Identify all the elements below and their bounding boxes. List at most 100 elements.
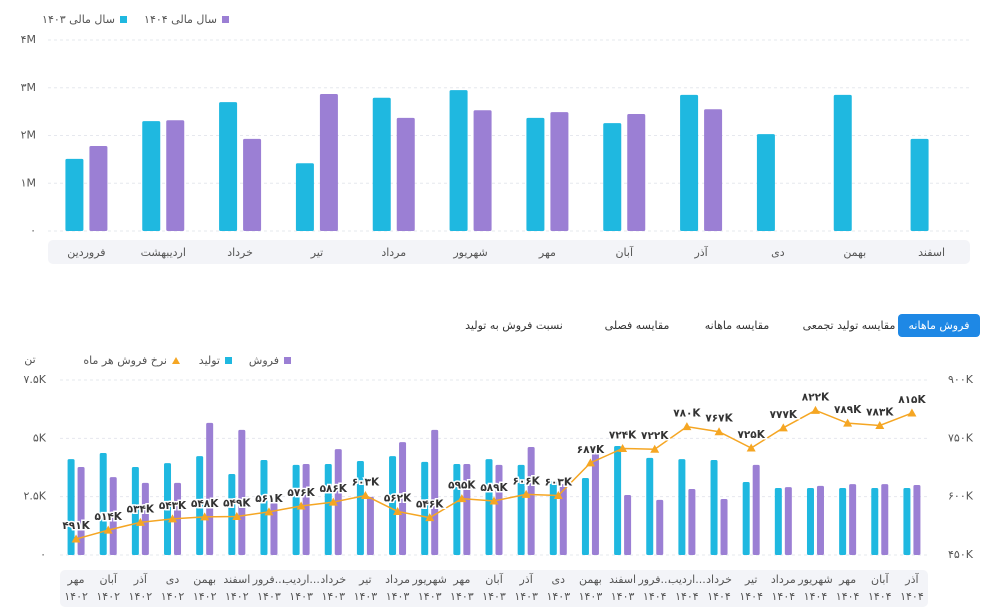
bar	[473, 110, 492, 231]
data-label: ۵۷۶K	[287, 487, 315, 499]
bar	[166, 120, 185, 231]
bar	[710, 460, 718, 555]
x-tick-label: آذر	[519, 572, 534, 586]
x-tick-label: ۱۴۰۲	[161, 590, 185, 603]
tab-background	[898, 314, 980, 337]
bar	[431, 429, 439, 555]
x-tick-label: بهمن	[843, 246, 866, 259]
marker	[746, 443, 756, 452]
x-tick-label: ۱۴۰۳	[257, 590, 281, 603]
bar	[756, 134, 775, 231]
x-tick-label: بهمن	[579, 573, 602, 586]
y-tick-label: ۴M	[21, 33, 36, 46]
marker	[328, 497, 338, 506]
marker	[200, 512, 210, 521]
x-tick-label: ۱۴۰۴	[836, 590, 860, 603]
bar	[77, 467, 85, 555]
bar	[688, 488, 696, 555]
bar	[624, 495, 632, 555]
x-tick-label: ۱۴۰۲	[64, 590, 88, 603]
bar	[871, 488, 879, 555]
bar	[164, 463, 172, 555]
x-tick-label: آبان	[615, 245, 633, 259]
bar	[109, 477, 117, 555]
marker	[714, 427, 724, 436]
bar	[517, 464, 525, 555]
x-tick-label: فرور...	[638, 573, 671, 586]
x-tick-label: خرداد	[227, 246, 253, 259]
bar	[680, 94, 699, 231]
x-tick-label: ۱۴۰۴	[707, 590, 731, 603]
x-tick-label: آذر	[904, 572, 919, 586]
x-tick-label: مرداد	[385, 573, 410, 586]
data-label: ۷۶۷K	[705, 413, 733, 425]
bar	[389, 456, 397, 555]
x-tick-label: ۱۴۰۳	[546, 590, 570, 603]
x-tick-label: دی	[771, 246, 785, 259]
bar	[453, 464, 461, 555]
x-tick-label: ۱۴۰۲	[96, 590, 120, 603]
y2-tick-label: ۴۵۰K	[948, 548, 974, 561]
y-axis-label: تن	[24, 353, 35, 366]
x-tick-label: مرداد	[381, 246, 406, 259]
marker	[135, 517, 145, 526]
data-label: ۵۴۶K	[416, 499, 444, 511]
x-tick-label: ۱۴۰۴	[643, 590, 667, 603]
data-label: ۵۶۱K	[255, 493, 283, 505]
bar	[67, 459, 75, 555]
x-tick-label: تیر	[358, 573, 371, 586]
tab[interactable]: مقایسه فصلی	[600, 314, 674, 337]
bar	[243, 138, 262, 231]
x-tick-label: مهر	[67, 573, 85, 586]
bar	[260, 460, 268, 555]
data-label: ۷۸۰K	[673, 408, 701, 420]
marker	[843, 418, 853, 427]
y-tick-label: ۷.۵K	[23, 373, 46, 386]
x-tick-label: ۱۴۰۲	[129, 590, 153, 603]
x-tick-label: ۱۴۰۴	[675, 590, 699, 603]
x-tick-label: اسفند	[918, 246, 945, 259]
bar	[913, 485, 921, 555]
legend-label: سال مالی ۱۴۰۳	[42, 13, 115, 26]
x-tick-label: ۱۴۰۲	[225, 590, 249, 603]
tab[interactable]: فروش ماهانه	[898, 314, 980, 337]
x-tick-label: دی	[552, 573, 566, 586]
tab[interactable]: مقایسه تولید تجمعی	[803, 314, 896, 337]
marker	[393, 506, 403, 515]
x-tick-label: شهریور	[797, 573, 832, 586]
bar	[550, 112, 569, 231]
y-tick-label: ۳M	[21, 81, 36, 94]
tab[interactable]: مقایسه ماهانه	[700, 314, 774, 337]
data-label: ۷۸۹K	[834, 404, 862, 416]
bar	[833, 94, 852, 231]
bar	[559, 484, 567, 555]
x-tick-label: ۱۴۰۳	[321, 590, 345, 603]
x-tick-label: دی	[166, 573, 180, 586]
x-tick-label: آبان	[485, 572, 503, 586]
tab[interactable]: نسبت فروش به تولید	[465, 314, 563, 337]
x-tick-label: تیر	[744, 573, 757, 586]
marker	[810, 405, 820, 414]
x-tick-label: خرداد	[706, 573, 732, 586]
data-label: ۸۲۲K	[802, 391, 830, 403]
y2-tick-label: ۷۵۰K	[948, 431, 974, 444]
y-tick-label: ۲.۵K	[23, 490, 46, 503]
data-label: ۷۸۳K	[866, 407, 894, 419]
x-tick-label: آبان	[871, 572, 889, 586]
marker	[425, 513, 435, 522]
bar	[399, 442, 407, 555]
data-label: ۵۴۳K	[159, 500, 187, 512]
marker	[296, 501, 306, 510]
x-tick-label: شهریور	[452, 246, 487, 259]
tab-label: مقایسه تولید تجمعی	[803, 319, 896, 332]
bar	[816, 485, 824, 555]
bar	[324, 464, 332, 555]
x-tick-label: اردیب...	[668, 573, 706, 586]
data-label: ۶۰۳K	[545, 477, 573, 489]
x-tick-label: ۱۴۰۳	[450, 590, 474, 603]
x-tick-label: آذر	[693, 245, 708, 259]
marker	[682, 422, 692, 431]
x-tick-label: ۱۴۰۳	[418, 590, 442, 603]
bar	[295, 163, 314, 231]
x-tick-label: ۱۴۰۴	[804, 590, 828, 603]
